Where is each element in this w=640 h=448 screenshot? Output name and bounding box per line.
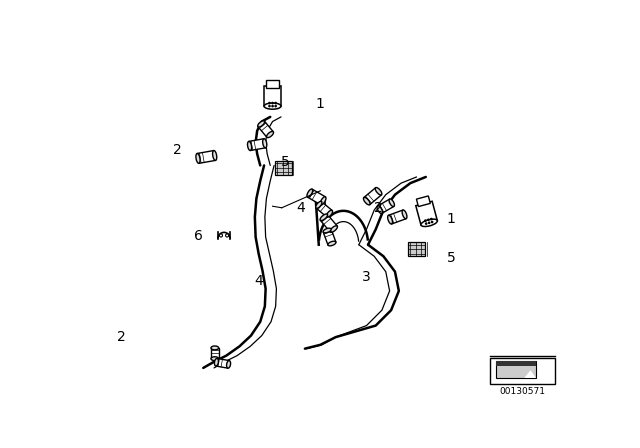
Polygon shape: [378, 199, 394, 213]
Text: 6: 6: [194, 229, 203, 243]
Bar: [416, 201, 437, 225]
Ellipse shape: [214, 358, 218, 366]
Bar: [417, 196, 430, 207]
Text: 5: 5: [281, 155, 290, 168]
Bar: [496, 361, 536, 366]
Ellipse shape: [330, 226, 337, 233]
Ellipse shape: [323, 228, 332, 233]
Ellipse shape: [196, 154, 200, 164]
Ellipse shape: [388, 215, 392, 224]
Text: 00130571: 00130571: [499, 387, 545, 396]
Bar: [408, 242, 425, 256]
Circle shape: [220, 234, 223, 237]
Text: 1: 1: [447, 212, 456, 226]
Polygon shape: [197, 151, 216, 164]
Circle shape: [275, 105, 276, 107]
Polygon shape: [307, 189, 325, 205]
Bar: [264, 86, 281, 106]
Ellipse shape: [212, 151, 217, 160]
Circle shape: [429, 222, 430, 224]
Ellipse shape: [227, 361, 230, 368]
Ellipse shape: [211, 346, 219, 350]
Ellipse shape: [320, 197, 326, 205]
Text: 2: 2: [117, 330, 126, 344]
Polygon shape: [249, 139, 266, 151]
Text: 3: 3: [362, 270, 371, 284]
Ellipse shape: [262, 139, 267, 148]
Ellipse shape: [389, 199, 394, 207]
Ellipse shape: [258, 121, 265, 127]
Bar: [490, 358, 555, 384]
Text: 4: 4: [297, 201, 305, 215]
Ellipse shape: [377, 206, 383, 214]
Ellipse shape: [364, 198, 370, 205]
Polygon shape: [364, 188, 381, 205]
Polygon shape: [388, 210, 406, 224]
Polygon shape: [496, 361, 536, 378]
Polygon shape: [258, 121, 273, 137]
Circle shape: [272, 105, 273, 107]
Text: 5: 5: [447, 251, 456, 265]
Polygon shape: [320, 214, 337, 232]
Ellipse shape: [307, 189, 312, 197]
Polygon shape: [216, 358, 229, 368]
Ellipse shape: [328, 241, 336, 246]
Ellipse shape: [211, 357, 219, 361]
Circle shape: [431, 219, 432, 220]
Ellipse shape: [264, 103, 281, 109]
Polygon shape: [524, 370, 536, 378]
Circle shape: [426, 223, 427, 224]
Ellipse shape: [421, 219, 437, 227]
Bar: [275, 161, 292, 175]
Circle shape: [425, 220, 426, 221]
Text: 2: 2: [173, 143, 182, 157]
Text: 4: 4: [254, 274, 263, 288]
Ellipse shape: [320, 214, 328, 220]
Ellipse shape: [375, 188, 382, 195]
Polygon shape: [323, 229, 336, 245]
Circle shape: [225, 234, 228, 237]
Polygon shape: [211, 348, 219, 359]
Ellipse shape: [326, 210, 333, 217]
Text: 2: 2: [374, 201, 383, 215]
Ellipse shape: [267, 131, 273, 138]
Text: 1: 1: [316, 97, 324, 111]
Bar: [266, 80, 279, 88]
Ellipse shape: [316, 201, 322, 208]
Ellipse shape: [248, 142, 252, 151]
Circle shape: [269, 105, 270, 107]
Ellipse shape: [402, 210, 407, 219]
Circle shape: [428, 219, 429, 220]
Polygon shape: [316, 202, 332, 217]
Circle shape: [431, 221, 433, 223]
